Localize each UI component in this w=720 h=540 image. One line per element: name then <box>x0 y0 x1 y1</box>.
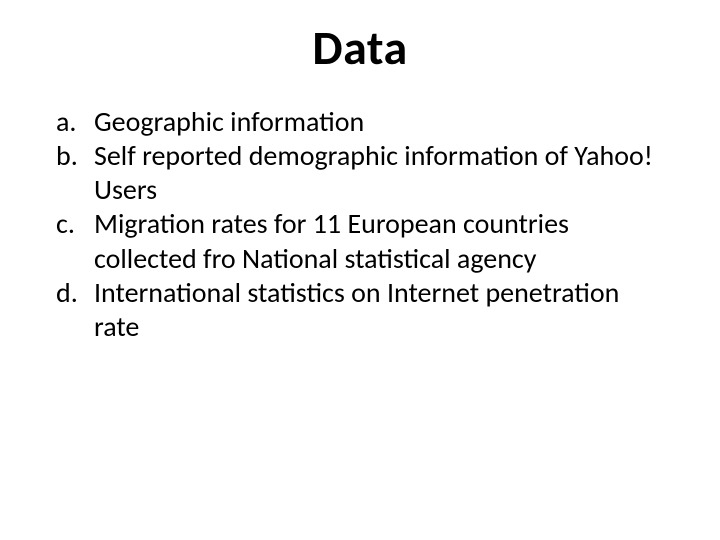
slide-title: Data <box>56 18 664 77</box>
list-item: Self reported demographic information of… <box>90 139 664 207</box>
list-item: Geographic information <box>90 105 664 139</box>
list-item: International statistics on Internet pen… <box>90 276 664 344</box>
slide: Data Geographic information Self reporte… <box>0 0 720 540</box>
data-list: Geographic information Self reported dem… <box>56 105 664 344</box>
list-item: Migration rates for 11 European countrie… <box>90 207 664 275</box>
